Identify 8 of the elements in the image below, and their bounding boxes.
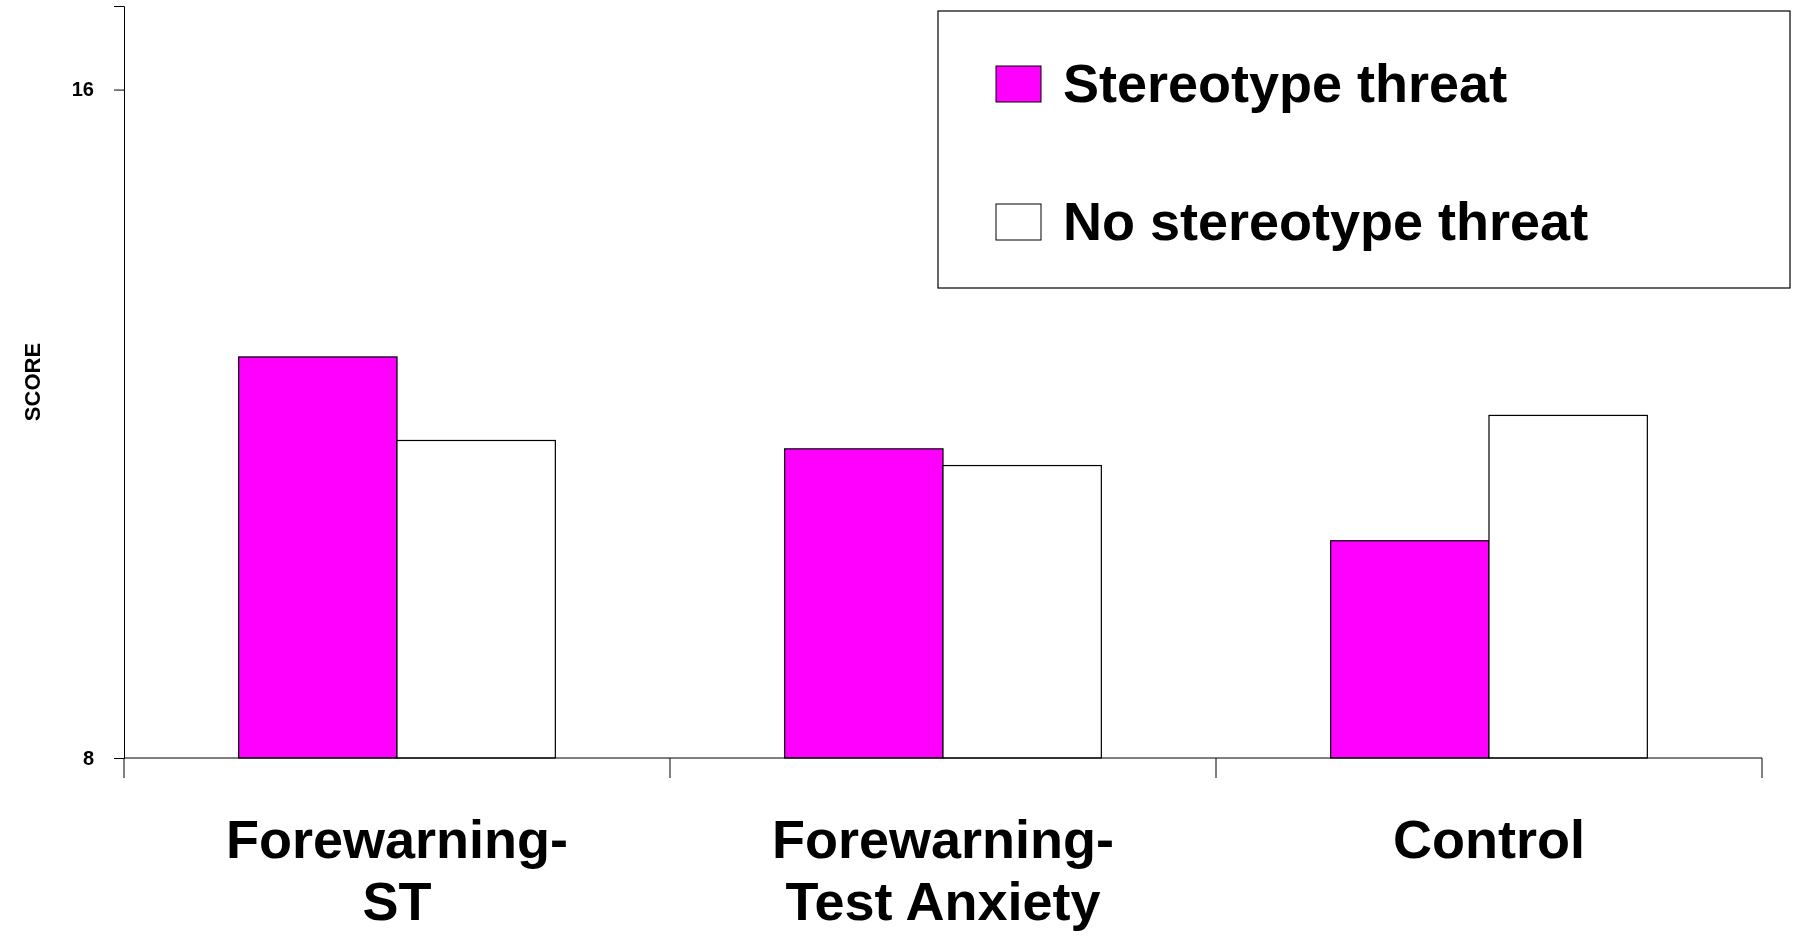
legend-label: Stereotype threat bbox=[1063, 53, 1508, 113]
x-tick-label: Control bbox=[1393, 809, 1585, 869]
y-axis-title: SCORE bbox=[20, 342, 45, 422]
legend-label: No stereotype threat bbox=[1063, 191, 1589, 251]
x-tick-label: Forewarning-ST bbox=[225, 809, 569, 931]
x-tick-label: Forewarning-Test Anxiety bbox=[771, 809, 1115, 931]
y-tick-label: 8 bbox=[82, 746, 94, 769]
y-tick-label: 16 bbox=[71, 78, 94, 101]
